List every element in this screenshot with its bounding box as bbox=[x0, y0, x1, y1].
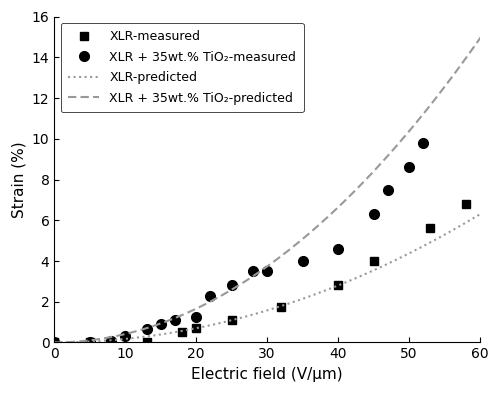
Y-axis label: Strain (%): Strain (%) bbox=[11, 141, 26, 218]
Legend: XLR-measured, XLR + 35wt.% TiO₂-measured, XLR-predicted, XLR + 35wt.% TiO₂-predi: XLR-measured, XLR + 35wt.% TiO₂-measured… bbox=[60, 23, 304, 112]
X-axis label: Electric field (V/μm): Electric field (V/μm) bbox=[192, 367, 343, 382]
